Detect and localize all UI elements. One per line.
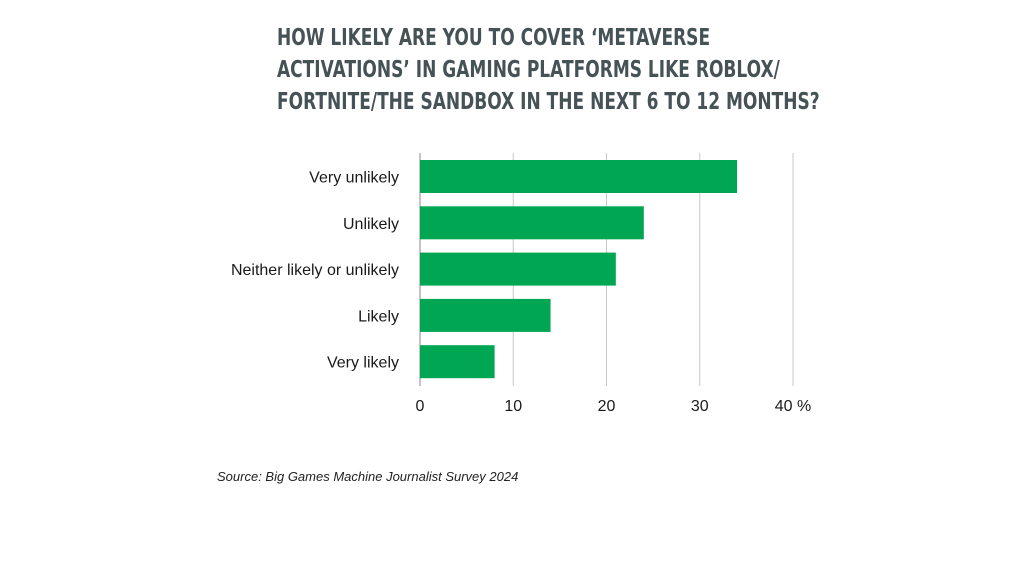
bar: [420, 345, 495, 379]
bars: [420, 160, 738, 379]
category-label: Likely: [358, 308, 399, 325]
bar: [420, 298, 551, 332]
x-axis-ticks: 0 10 20 30 40 %: [416, 398, 812, 415]
bar: [420, 160, 738, 193]
x-tick-label: 30: [691, 398, 709, 415]
x-tick-label: 20: [598, 398, 616, 415]
category-label: Unlikely: [343, 216, 399, 233]
chart-title-line: ACTIVATIONS’ IN GAMING PLATFORMS LIKE RO…: [277, 57, 780, 83]
bar: [420, 206, 644, 240]
category-label: Very unlikely: [309, 170, 399, 187]
source-note: Source: Big Games Machine Journalist Sur…: [217, 469, 519, 484]
x-tick-label: 0: [416, 398, 425, 415]
x-tick-label: 10: [504, 398, 522, 415]
bar: [420, 252, 616, 286]
category-labels: Very unlikely Unlikely Neither likely or u…: [231, 170, 399, 372]
chart-title-line: HOW LIKELY ARE YOU TO COVER ‘METAVERSE: [277, 25, 711, 51]
category-label: Very likely: [327, 355, 399, 372]
x-tick-label: 40 %: [775, 398, 811, 415]
category-label: Neither likely or unlikely: [231, 262, 399, 279]
